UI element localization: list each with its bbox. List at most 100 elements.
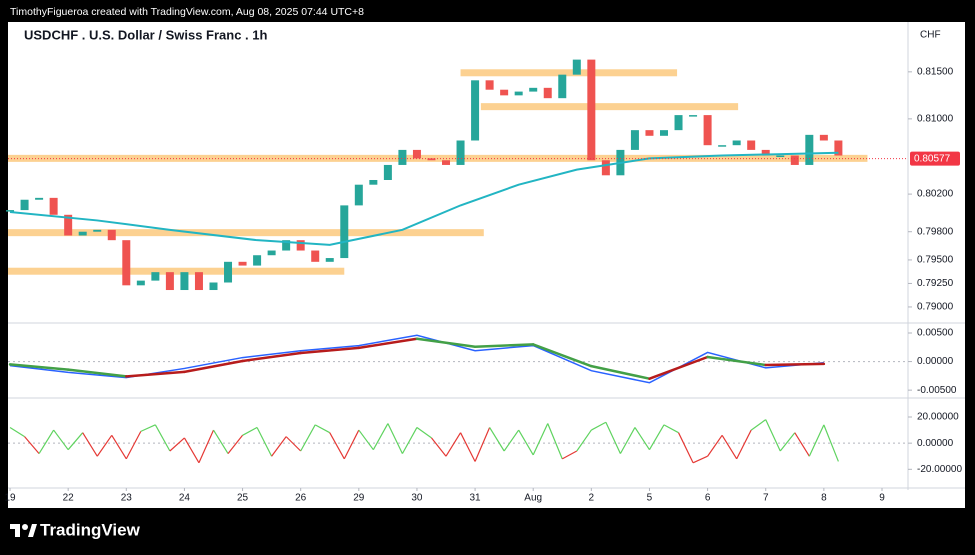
candle (732, 140, 741, 146)
candle (20, 199, 29, 211)
oscillator-segment (183, 437, 200, 464)
oscillator-segment (474, 427, 491, 462)
oscillator-segment (82, 432, 98, 457)
candle (558, 74, 567, 99)
oscillator-segment (736, 429, 752, 460)
candle (107, 229, 116, 241)
x-tick-label: 31 (470, 493, 482, 504)
x-tick-label: 24 (179, 493, 191, 504)
level-zone (480, 103, 739, 111)
x-tick-label: 9 (879, 493, 885, 504)
x-tick-label: 23 (121, 493, 133, 504)
oscillator-segment (125, 431, 142, 460)
candle (659, 130, 668, 136)
candle (93, 229, 102, 232)
candle (369, 179, 378, 185)
y-tick-label: -0.00500 (917, 385, 957, 396)
candle (427, 158, 436, 161)
candle (267, 250, 276, 256)
candle (282, 240, 291, 251)
chart-title: USDCHF . U.S. Dollar / Swiss Franc . 1h (24, 27, 268, 42)
oscillator-segment (285, 436, 302, 452)
candle (412, 149, 421, 159)
oscillator-segment (169, 437, 185, 452)
candle (78, 231, 87, 236)
oscillator-segment (314, 424, 331, 434)
oscillator-segment (707, 434, 723, 457)
oscillator-segment (401, 427, 418, 454)
x-tick-label: 26 (295, 493, 307, 504)
chart-area (8, 22, 965, 508)
oscillator-segment (677, 432, 694, 464)
candle (165, 272, 174, 291)
candle (340, 205, 349, 259)
oscillator-segment (460, 432, 476, 462)
signal-segment (299, 346, 361, 355)
oscillator-segment (140, 424, 156, 432)
candle (296, 240, 305, 251)
candle (442, 160, 451, 165)
oscillator-segment (532, 423, 549, 456)
oscillator-segment (489, 427, 505, 452)
logo-part (15, 524, 20, 537)
candle (543, 87, 552, 99)
signal-segment (8, 363, 70, 371)
candle (122, 240, 131, 286)
oscillator-segment (561, 450, 578, 460)
candle (747, 140, 756, 150)
oscillator-segment (605, 421, 621, 454)
y-tick-label: 0.79000 (917, 302, 954, 313)
y-tick-label: 0.79250 (917, 278, 954, 289)
y-tick-label: 0.81000 (917, 114, 954, 125)
candle (674, 115, 683, 131)
candle (805, 134, 814, 165)
oscillator-segment (96, 434, 113, 457)
x-tick-label: 19 (4, 493, 16, 504)
x-tick-label: 25 (237, 493, 249, 504)
oscillator-segment (300, 424, 316, 452)
signal-segment (241, 351, 302, 363)
candle (194, 272, 203, 291)
logo-part (28, 524, 37, 537)
oscillator-segment (721, 434, 738, 460)
candle (485, 80, 494, 90)
oscillator-segment (9, 426, 25, 438)
signal-segment (531, 343, 593, 368)
oscillator-segment (24, 436, 40, 455)
x-tick-label: Aug (524, 493, 542, 504)
signal-segment (125, 370, 186, 378)
y-tick-label: -20.00000 (917, 464, 962, 475)
candle (456, 140, 465, 165)
oscillator-segment (154, 424, 171, 452)
candle (703, 115, 712, 146)
signal-segment (183, 359, 244, 374)
signal-segment (590, 364, 651, 380)
oscillator-segment (518, 429, 534, 456)
oscillator-segment (591, 421, 607, 431)
oscillator-segment (503, 429, 520, 452)
candle (514, 91, 523, 96)
signal-segment (415, 337, 477, 348)
oscillator-segment (67, 432, 84, 451)
candle (49, 197, 58, 215)
candle (325, 258, 334, 262)
candle (819, 134, 828, 141)
currency: CHF (920, 30, 941, 41)
candle (572, 59, 581, 75)
candle (500, 89, 509, 96)
candle (136, 280, 145, 286)
oscillator-segment (53, 429, 69, 451)
x-tick-label: 29 (353, 493, 365, 504)
oscillator-segment (663, 424, 679, 434)
oscillator-segment (38, 429, 55, 454)
y-tick-label: 0.81500 (917, 66, 954, 77)
signal-segment (66, 368, 128, 378)
candle (238, 261, 247, 266)
candle (180, 272, 189, 291)
logo (10, 524, 37, 537)
x-tick-label: 6 (705, 493, 711, 504)
signal-segment (764, 362, 826, 367)
candle (761, 149, 770, 156)
